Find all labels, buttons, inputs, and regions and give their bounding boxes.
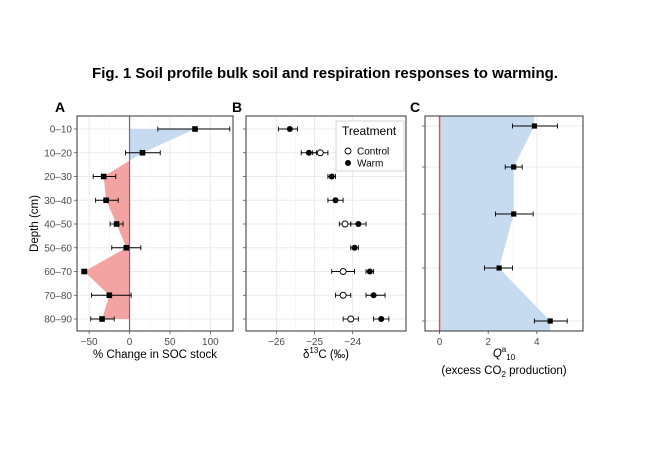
a-ytick-label: 0–10	[50, 125, 73, 136]
panel-label-a: A	[55, 99, 65, 115]
b-xtick-label: −25	[306, 337, 323, 348]
b-control-point	[347, 315, 355, 323]
a-ytick-label: 10–20	[44, 148, 72, 159]
b-control-point	[339, 268, 347, 275]
b-warm-point	[351, 244, 358, 251]
b-warm-point	[355, 221, 362, 227]
a-xtick-label: 50	[164, 337, 176, 348]
a-ytick-label: 60–70	[44, 267, 72, 278]
c-positive-area	[439, 116, 551, 331]
c-x-axis-note: (excess CO2 production)	[441, 365, 566, 379]
c-panel-border	[424, 115, 584, 332]
c-xtick-label: 4	[534, 337, 540, 348]
b-panel-border	[245, 115, 407, 332]
a-ytick-label: 50–60	[44, 243, 72, 254]
b-warm-point	[305, 149, 312, 156]
a-data-point	[100, 173, 107, 180]
c-data-point	[511, 164, 517, 170]
b-legend-title: Treatment	[342, 124, 397, 138]
b-warm-point	[328, 173, 335, 180]
panel-label-b: B	[232, 99, 242, 115]
b-control-point	[316, 149, 324, 157]
a-data-point	[106, 292, 113, 299]
c-data-point	[496, 265, 502, 271]
panel-a: −50 0 50 100 0–10 10–20 20–30 30–40 40–50 50–60 60…	[29, 99, 234, 361]
a-data-point	[103, 197, 109, 204]
a-xtick-label: 0	[127, 337, 133, 348]
b-warm-point	[370, 292, 377, 299]
c-data-point	[547, 318, 553, 324]
b-legend-control-label: Control	[357, 147, 389, 158]
panel-c: 0 2 4 C Qa10 (excess CO2 production)	[410, 99, 584, 379]
c-xtick-label: 0	[437, 337, 443, 348]
c-data-point	[511, 211, 517, 217]
c-x-axis-label: Qa10	[493, 345, 516, 362]
a-data-point	[139, 149, 146, 156]
a-data-point	[81, 268, 88, 275]
a-panel-border	[76, 115, 234, 332]
b-warm-point	[378, 316, 385, 322]
a-x-axis-label: % Change in SOC stock	[93, 349, 217, 361]
b-xtick-label: −26	[268, 337, 285, 348]
a-data-point	[192, 126, 198, 132]
figure-title: Fig. 1 Soil profile bulk soil and respir…	[92, 65, 558, 82]
a-xtick-label: −50	[81, 337, 98, 348]
b-control-point	[339, 291, 347, 299]
a-data-point	[99, 316, 105, 322]
b-control-point	[341, 220, 349, 228]
a-ytick-label: 20–30	[44, 172, 72, 183]
a-ytick-label: 40–50	[44, 220, 72, 231]
a-xtick-label: 100	[202, 337, 219, 348]
a-y-axis-label: Depth (cm)	[29, 195, 41, 252]
a-ytick-label: 30–40	[44, 196, 72, 207]
b-legend-warm-marker	[345, 160, 351, 166]
a-ytick-label: 80–90	[44, 315, 72, 326]
b-warm-point	[366, 268, 373, 275]
b-x-axis-label: δ13C (‰)	[303, 346, 349, 361]
a-positive-area	[129, 129, 196, 161]
a-data-point	[113, 221, 120, 227]
a-data-point	[123, 244, 130, 251]
a-ytick-label: 70–80	[44, 291, 72, 302]
panel-label-c: C	[410, 99, 420, 115]
b-warm-point	[332, 197, 339, 204]
c-data-point	[531, 123, 537, 129]
b-legend-warm-label: Warm	[357, 159, 383, 170]
b-xtick-label: −24	[344, 337, 361, 348]
b-legend-control-marker	[344, 147, 352, 155]
b-warm-point	[286, 126, 293, 132]
c-xtick-label: 2	[485, 337, 491, 348]
